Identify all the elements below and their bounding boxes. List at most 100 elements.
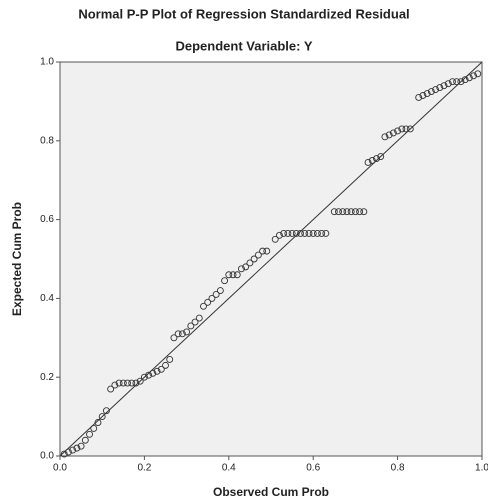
data-point bbox=[263, 247, 271, 255]
x-tick-label: 0.6 bbox=[306, 463, 320, 474]
data-point bbox=[288, 229, 296, 237]
x-tick-label: 1.0 bbox=[475, 463, 488, 474]
data-point bbox=[195, 314, 203, 322]
data-point bbox=[170, 334, 178, 342]
data-point bbox=[225, 271, 233, 279]
data-point bbox=[322, 229, 330, 237]
data-point bbox=[373, 155, 380, 162]
y-tick-label: 1.0 bbox=[40, 57, 54, 68]
data-point bbox=[444, 80, 452, 88]
x-tick-label: 0.4 bbox=[222, 463, 236, 474]
data-point bbox=[136, 377, 144, 385]
data-point bbox=[64, 448, 72, 456]
data-point bbox=[162, 361, 169, 369]
y-tick-label: 0.8 bbox=[40, 135, 54, 146]
data-point bbox=[394, 127, 402, 135]
data-point bbox=[318, 229, 326, 237]
data-point bbox=[69, 446, 77, 454]
data-point bbox=[427, 88, 435, 96]
data-point bbox=[94, 419, 102, 426]
data-point bbox=[343, 208, 351, 216]
data-point bbox=[436, 84, 444, 92]
data-point bbox=[305, 229, 313, 237]
data-point bbox=[406, 125, 414, 133]
data-point bbox=[216, 287, 224, 294]
data-point bbox=[330, 208, 338, 216]
data-point bbox=[102, 407, 110, 415]
data-point bbox=[107, 385, 115, 393]
data-point bbox=[208, 294, 216, 302]
data-point bbox=[128, 379, 136, 387]
data-point bbox=[419, 92, 427, 99]
data-point bbox=[86, 430, 93, 438]
data-point bbox=[449, 78, 456, 86]
data-point bbox=[178, 330, 186, 338]
reference-line bbox=[59, 61, 483, 457]
data-point bbox=[119, 379, 127, 387]
data-point bbox=[415, 94, 423, 101]
data-point bbox=[242, 263, 250, 271]
data-point bbox=[457, 78, 465, 86]
data-point bbox=[166, 356, 174, 363]
y-tick-label: 0.0 bbox=[40, 451, 54, 462]
data-point bbox=[174, 330, 182, 338]
data-point bbox=[233, 271, 241, 279]
data-point bbox=[124, 379, 131, 387]
data-point bbox=[389, 129, 397, 137]
chart-title: Normal P-P Plot of Regression Standardiz… bbox=[78, 6, 409, 21]
data-point bbox=[153, 367, 161, 375]
data-point bbox=[377, 153, 385, 161]
data-point bbox=[81, 436, 89, 444]
x-axis-label: Observed Cum Prob bbox=[213, 485, 329, 499]
chart-subtitle: Dependent Variable: Y bbox=[175, 38, 312, 53]
data-point bbox=[368, 157, 376, 164]
data-point bbox=[98, 413, 106, 421]
data-point bbox=[90, 424, 98, 432]
data-point bbox=[356, 208, 364, 216]
data-point bbox=[73, 444, 81, 452]
x-tick-label: 0.8 bbox=[391, 463, 405, 474]
x-tick-label: 0.0 bbox=[53, 463, 67, 474]
data-point bbox=[465, 74, 473, 82]
data-point bbox=[347, 208, 355, 216]
x-tick-label: 0.2 bbox=[137, 463, 151, 474]
data-point bbox=[132, 379, 140, 387]
data-point bbox=[115, 379, 123, 387]
data-point bbox=[271, 235, 279, 243]
data-point bbox=[280, 229, 288, 237]
data-point bbox=[284, 229, 292, 237]
data-point bbox=[229, 271, 237, 279]
data-point bbox=[470, 72, 478, 80]
data-point bbox=[259, 247, 267, 255]
data-point bbox=[183, 328, 191, 336]
y-tick-label: 0.2 bbox=[40, 372, 54, 383]
data-point bbox=[140, 373, 148, 381]
data-point bbox=[149, 369, 157, 377]
data-point bbox=[250, 255, 258, 263]
data-point bbox=[313, 229, 321, 237]
data-point bbox=[402, 125, 410, 133]
data-point bbox=[77, 442, 85, 450]
data-point bbox=[474, 70, 482, 78]
data-point bbox=[292, 229, 300, 237]
data-point bbox=[212, 291, 220, 298]
data-point bbox=[204, 298, 212, 306]
data-point bbox=[191, 318, 199, 326]
data-point bbox=[60, 450, 68, 458]
data-point bbox=[297, 229, 304, 237]
data-point bbox=[301, 229, 309, 237]
data-point bbox=[157, 365, 165, 373]
data-point bbox=[453, 78, 461, 86]
data-point bbox=[364, 159, 372, 166]
data-point bbox=[461, 76, 469, 84]
data-point bbox=[238, 265, 245, 273]
data-point bbox=[398, 125, 406, 133]
data-point bbox=[187, 322, 195, 330]
data-point bbox=[309, 229, 317, 237]
data-point bbox=[440, 82, 448, 90]
data-point bbox=[145, 371, 153, 379]
data-point bbox=[385, 131, 393, 139]
data-point bbox=[275, 231, 283, 239]
y-tick-label: 0.6 bbox=[40, 214, 54, 225]
